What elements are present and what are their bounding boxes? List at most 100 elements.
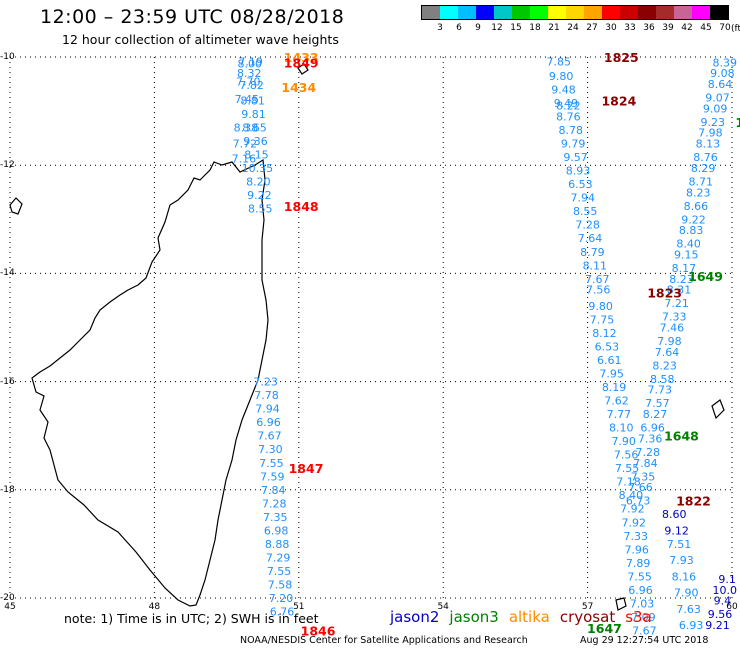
wave-height-value: 7.18 — [616, 476, 641, 489]
legend-tick-label: 18 — [529, 23, 541, 33]
madagascar-coastline — [9, 63, 725, 611]
satellite-key-altika: altika — [508, 608, 550, 626]
longitude-label: 48 — [148, 602, 161, 612]
legend-swatch — [710, 6, 728, 19]
wave-height-value: 7.36 — [638, 432, 663, 445]
wave-height-value: 8.29 — [691, 162, 716, 175]
legend-tick-label: 27 — [586, 23, 598, 33]
longitude-label: 54 — [437, 602, 449, 612]
wave-height-value: 6.53 — [568, 178, 593, 191]
wave-height-value: 6.98 — [264, 524, 289, 537]
wave-height-value: 6.96 — [640, 422, 665, 435]
wave-height-value: 6.96 — [628, 584, 653, 597]
wave-height-value: 7.72 — [233, 138, 258, 151]
legend-tick-label: 15 — [510, 23, 522, 33]
wave-height-value: 9.15 — [674, 248, 699, 261]
wave-height-value: 7.56 — [614, 449, 639, 462]
wave-height-value: 9.22 — [247, 189, 272, 202]
wave-height-value: 6.61 — [597, 354, 622, 367]
legend-swatch — [656, 6, 674, 19]
wave-height-value: 7.78 — [254, 389, 279, 402]
wave-height-value: 8.83 — [679, 224, 704, 237]
legend-swatch — [638, 6, 656, 19]
wave-height-value: 7.20 — [269, 592, 294, 605]
wave-height-value: 7.03 — [630, 597, 655, 610]
wave-height-value: 7.92 — [620, 503, 645, 516]
wave-height-value: 6.93 — [679, 619, 704, 632]
wave-height-value: 7.75 — [590, 313, 615, 326]
wave-height-value: 8.38 — [234, 121, 259, 134]
wave-height-value: 8.39 — [713, 56, 738, 69]
wave-height-value: 7.45 — [235, 93, 260, 106]
wave-height-value: 7.55 — [267, 565, 292, 578]
wave-height-value: 7.09 — [631, 611, 656, 624]
legend-swatch — [674, 6, 692, 19]
wave-height-value: 7.98 — [698, 127, 723, 140]
chart-title: 12:00 – 23:59 UTC 08/28/2018 — [40, 6, 345, 28]
wave-height-value: 7.73 — [648, 384, 673, 397]
longitude-label: 51 — [293, 602, 305, 612]
longitude-label: 45 — [4, 602, 16, 612]
wave-height-value: 7.63 — [676, 603, 701, 616]
wave-height-value: 8.19 — [602, 381, 627, 394]
wave-height-value: 8.11 — [583, 259, 608, 272]
wave-height-value: 7.92 — [622, 516, 647, 529]
latitude-label: -12 — [0, 160, 15, 171]
legend-swatch — [692, 6, 710, 19]
wave-height-value: 7.85 — [546, 55, 571, 68]
wave-height-value: 9.4 — [714, 595, 732, 608]
wave-height-value: 8.55 — [248, 202, 273, 215]
coastline-island — [615, 597, 627, 611]
legend-tick-label: 45 — [700, 23, 712, 33]
wave-height-value: 10.35 — [242, 162, 274, 175]
wave-height-value: 8.31 — [667, 284, 692, 297]
pass-time-label: 1847 — [289, 461, 324, 476]
altimeter-tracks: 7.198.008.327.70 7.45 8.38 7.72 7.16 7.82 8.81… — [232, 50, 740, 638]
note-text: note: 1) Time is in UTC; 2) SWH is in fe… — [64, 611, 319, 626]
wave-height-value: 9.81 — [241, 108, 266, 121]
legend-swatch — [512, 6, 530, 19]
legend-tick-label: 3 — [437, 23, 443, 33]
chart-subtitle: 12 hour collection of altimeter wave hei… — [62, 32, 339, 47]
wave-height-value: 8.23 — [669, 273, 694, 286]
wave-height-value: 9.36 — [243, 135, 268, 148]
wave-height-value: 8.55 — [573, 205, 598, 218]
wave-height-value: 6.53 — [595, 340, 620, 353]
wave-height-value: 9.23 — [700, 116, 725, 129]
coastline-island — [9, 197, 23, 215]
wave-height-value: 6.76 — [270, 606, 295, 619]
wave-height-value: 7.89 — [626, 557, 651, 570]
legend-tick-label: 9 — [475, 23, 481, 33]
wave-height-value: 6.73 — [626, 495, 651, 508]
wave-height-value: 7.51 — [667, 538, 692, 551]
wave-height-value: 7.94 — [571, 192, 596, 205]
legend-swatch — [602, 6, 620, 19]
legend-tick-label: 33 — [624, 23, 636, 33]
legend-tick-label: 42 — [681, 23, 693, 33]
wave-height-value: 8.76 — [693, 151, 718, 164]
credit-footer: NOAA/NESDIS Center for Satellite Applica… — [240, 635, 528, 646]
unit-label: (ft) — [731, 24, 740, 34]
wave-height-value: 8.10 — [609, 422, 634, 435]
pass-time-label: 1648 — [664, 429, 699, 444]
coastline-island — [711, 399, 725, 420]
wave-height-value: 8.23 — [652, 359, 677, 372]
wave-height-value: 7.30 — [258, 443, 283, 456]
wave-height-value: 9.09 — [703, 102, 728, 115]
wave-height-value: 9.80 — [549, 70, 574, 83]
legend-tick-label: 36 — [643, 23, 655, 33]
wave-height-value: 7.28 — [575, 219, 600, 232]
wave-height-value: 8.81 — [240, 94, 265, 107]
wave-height-value: 9.07 — [705, 92, 730, 105]
wave-height-value: 8.17 — [672, 262, 697, 275]
satellite-key-cryosat: cryosat — [559, 608, 616, 626]
wave-height-value: 8.88 — [265, 538, 290, 551]
wave-height-value: 9.79 — [561, 138, 586, 151]
latitude-label: -20 — [0, 593, 15, 603]
legend-swatch — [530, 6, 548, 19]
legend-swatch — [566, 6, 584, 19]
wave-height-value: 7.55 — [259, 457, 284, 470]
latitude-label: -18 — [0, 484, 15, 495]
